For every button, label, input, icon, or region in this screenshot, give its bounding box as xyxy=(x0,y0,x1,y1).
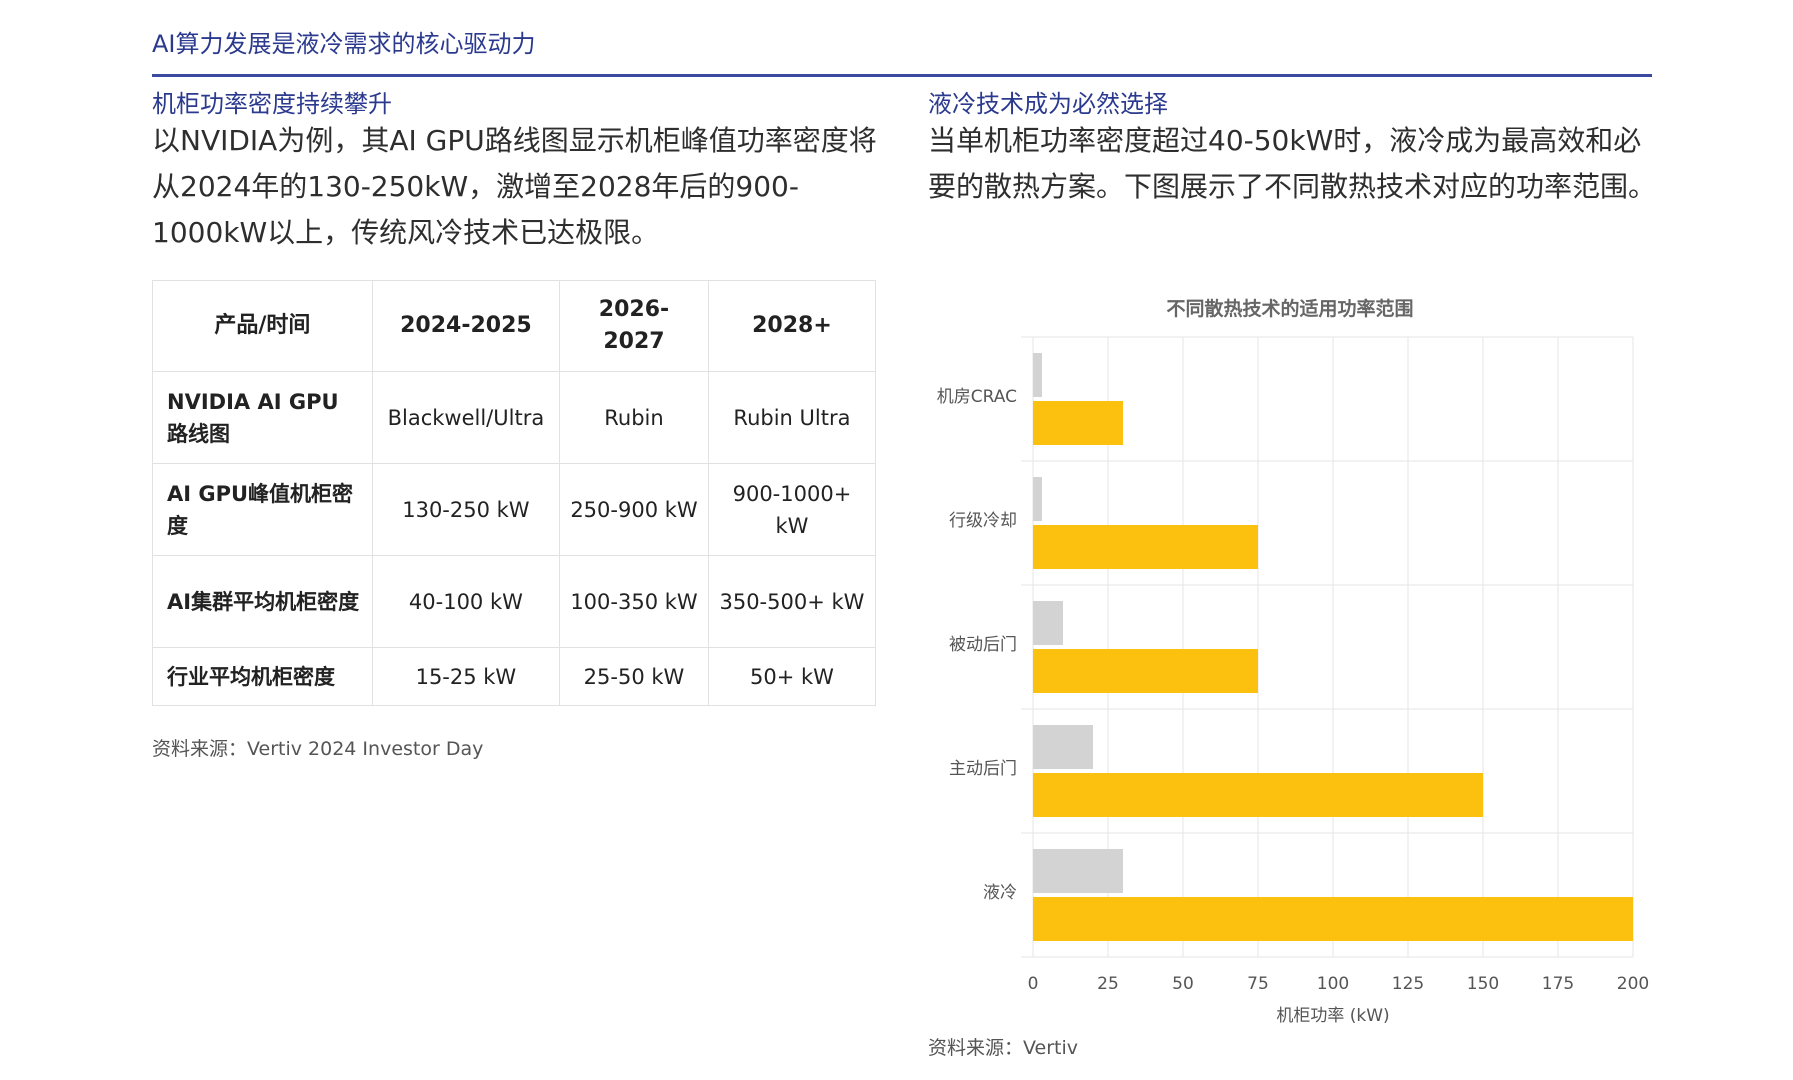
x-tick-label: 125 xyxy=(1392,974,1424,994)
x-tick-label: 50 xyxy=(1172,974,1194,994)
page-title: AI算力发展是液冷需求的核心驱动力 xyxy=(152,30,536,58)
table-cell: 350-500+ kW xyxy=(707,555,877,648)
table-row: NVIDIA AI GPU 路线图 Blackwell/Ultra Rubin … xyxy=(152,371,877,464)
table-cell: 25-50 kW xyxy=(559,647,709,706)
table-cell: Rubin Ultra xyxy=(707,371,877,464)
right-section-heading: 液冷技术成为必然选择 xyxy=(928,90,1168,118)
bar-max-power xyxy=(1033,897,1633,941)
table-cell: 900-1000+ kW xyxy=(707,463,877,556)
table-header-cell: 产品/时间 xyxy=(152,280,373,372)
table-row-header: AI集群平均机柜密度 xyxy=(152,555,373,648)
table-cell: Blackwell/Ultra xyxy=(371,371,561,464)
power-density-table: 产品/时间 2024-2025 2026-2027 2028+ NVIDIA A… xyxy=(152,280,877,706)
table-source-note: 资料来源：Vertiv 2024 Investor Day xyxy=(152,738,484,760)
chart-x-ticks: 0 25 50 75 100 125 150 175 200 xyxy=(1028,974,1650,994)
category-label: 主动后门 xyxy=(949,759,1017,779)
x-tick-label: 100 xyxy=(1317,974,1349,994)
chart-bars xyxy=(1033,353,1633,941)
bar-min-power xyxy=(1033,849,1123,893)
table-cell: Rubin xyxy=(559,371,709,464)
category-label: 液冷 xyxy=(983,883,1017,903)
x-tick-label: 175 xyxy=(1542,974,1574,994)
bar-min-power xyxy=(1033,601,1063,645)
chart-source-note: 资料来源：Vertiv xyxy=(928,1037,1078,1059)
table-cell: 50+ kW xyxy=(707,647,877,706)
x-axis-label: 机柜功率 (kW) xyxy=(1276,1006,1389,1025)
chart-grid xyxy=(1021,336,1634,958)
table-row: AI集群平均机柜密度 40-100 kW 100-350 kW 350-500+… xyxy=(152,555,877,648)
bar-max-power xyxy=(1033,773,1483,817)
left-section-body: 以NVIDIA为例，其AI GPU路线图显示机柜峰值功率密度将从2024年的13… xyxy=(152,124,877,249)
table-cell: 130-250 kW xyxy=(371,463,561,556)
bar-min-power xyxy=(1033,353,1042,397)
bar-max-power xyxy=(1033,525,1258,569)
x-tick-label: 75 xyxy=(1247,974,1269,994)
table-header-cell: 2026-2027 xyxy=(559,280,709,372)
bar-min-power xyxy=(1033,477,1042,521)
category-label: 被动后门 xyxy=(949,635,1017,655)
table-header-cell: 2024-2025 xyxy=(371,280,561,372)
table-row-header: AI GPU峰值机柜密度 xyxy=(152,463,373,556)
bar-min-power xyxy=(1033,725,1093,769)
table-row-header: 行业平均机柜密度 xyxy=(152,647,373,706)
table-cell: 15-25 kW xyxy=(371,647,561,706)
table-row-header: NVIDIA AI GPU 路线图 xyxy=(152,371,373,464)
table-header-row: 产品/时间 2024-2025 2026-2027 2028+ xyxy=(152,280,877,372)
title-divider xyxy=(152,74,1652,77)
table-cell: 40-100 kW xyxy=(371,555,561,648)
category-label: 机房CRAC xyxy=(937,387,1017,407)
table-row: AI GPU峰值机柜密度 130-250 kW 250-900 kW 900-1… xyxy=(152,463,877,556)
table-header-cell: 2028+ xyxy=(707,280,877,372)
bar-max-power xyxy=(1033,401,1123,445)
table-cell: 100-350 kW xyxy=(559,555,709,648)
right-section-body: 当单机柜功率密度超过40-50kW时，液冷成为最高效和必要的散热方案。下图展示了… xyxy=(928,124,1657,203)
category-label: 行级冷却 xyxy=(949,511,1017,531)
table-cell: 250-900 kW xyxy=(559,463,709,556)
left-section-heading: 机柜功率密度持续攀升 xyxy=(152,90,392,118)
x-tick-label: 0 xyxy=(1028,974,1039,994)
bar-max-power xyxy=(1033,649,1258,693)
x-tick-label: 200 xyxy=(1617,974,1649,994)
x-tick-label: 150 xyxy=(1467,974,1499,994)
table-row: 行业平均机柜密度 15-25 kW 25-50 kW 50+ kW xyxy=(152,647,877,706)
chart-title: 不同散热技术的适用功率范围 xyxy=(1166,297,1413,320)
x-tick-label: 25 xyxy=(1097,974,1119,994)
